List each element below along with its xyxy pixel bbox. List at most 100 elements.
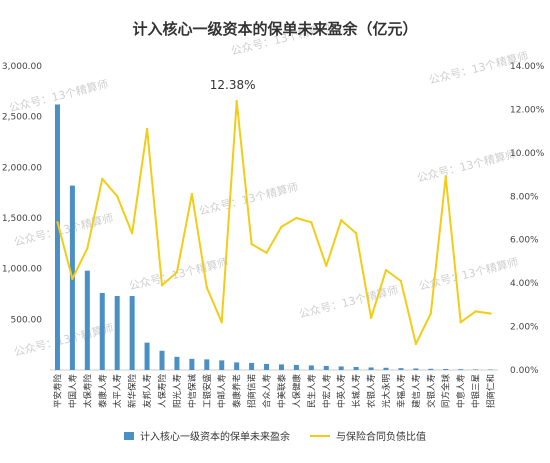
- category-label: 光大永明: [381, 374, 392, 408]
- watermark-text: 公众号：13个精算师: [12, 321, 114, 359]
- line-point-29: [474, 310, 477, 313]
- watermark-text: 公众号：13个精算师: [415, 147, 517, 185]
- left-tick-label: 2,500.00: [2, 113, 42, 123]
- bar-22: [368, 367, 374, 370]
- line-point-30: [489, 312, 492, 315]
- bar-19: [323, 365, 329, 370]
- category-label: 太保寿险: [82, 374, 93, 409]
- bar-5: [114, 296, 120, 370]
- line-point-4: [101, 177, 104, 181]
- x-axis: 平安寿险 中国人寿 太保寿险 泰康人寿 太平人寿 新华保险 友邦人寿 人保寿险 阳光人寿 中信保诚…: [50, 369, 498, 409]
- line-point-24: [399, 279, 403, 283]
- bar-24: [398, 368, 404, 370]
- category-label: 长城人寿: [351, 374, 362, 409]
- category-label: 中信保诚: [187, 374, 198, 409]
- line-point-22: [369, 316, 373, 320]
- peak-annotation: 12.38%: [210, 78, 256, 92]
- left-tick-label: 1,500.00: [2, 214, 42, 224]
- watermark-text: 公众号：13个精算师: [297, 283, 399, 321]
- category-label: 农银人寿: [366, 374, 377, 409]
- line-point-5: [116, 195, 119, 198]
- line-point-18: [310, 221, 313, 224]
- bar-20: [338, 366, 344, 370]
- line-point-20: [340, 218, 343, 222]
- bar-16: [278, 364, 284, 370]
- line-point-3: [86, 247, 89, 250]
- category-label: 平安寿险: [52, 374, 63, 409]
- right-y-axis: 0.00% 2.00% 4.00% 6.00% 8.00% 10.00% 12.00% 14.…: [510, 62, 545, 376]
- right-tick-label: 4.00%: [510, 279, 539, 289]
- left-y-axis: 500.00 1,000.00 1,500.00 2,000.00 2,500.00 3,…: [2, 62, 42, 325]
- line-point-11: [205, 286, 208, 289]
- category-label: 同方全球: [441, 374, 452, 409]
- line-point-16: [280, 225, 283, 228]
- category-label: 合众人寿: [262, 374, 273, 409]
- category-label: 泰康人寿: [97, 374, 108, 409]
- bar-26: [428, 368, 434, 370]
- line-point-8: [160, 284, 164, 287]
- legend-bar-swatch: [124, 432, 134, 440]
- line-point-27: [444, 175, 447, 178]
- line-point-13: [235, 99, 238, 103]
- bar-6: [129, 296, 135, 370]
- right-tick-label: 2.00%: [510, 323, 539, 333]
- category-label: 人保寿险: [157, 374, 168, 409]
- category-label: 民生人寿: [306, 374, 317, 409]
- bar-18: [308, 365, 314, 370]
- bar-12: [219, 360, 225, 370]
- line-point-28: [459, 321, 462, 324]
- line-point-14: [250, 242, 253, 246]
- category-label: 中银三星: [471, 374, 482, 408]
- line-point-19: [325, 264, 328, 267]
- bar-15: [264, 363, 270, 370]
- right-tick-label: 6.00%: [510, 236, 539, 246]
- bar-21: [353, 366, 359, 370]
- bar-11: [204, 359, 210, 370]
- left-tick-label: 3,000.00: [2, 62, 42, 72]
- category-label: 招商信诺: [247, 374, 258, 409]
- line-point-2: [71, 277, 74, 280]
- category-label: 中美联泰: [276, 374, 287, 409]
- category-label: 工银安盛: [202, 374, 213, 409]
- bar-10: [189, 358, 195, 370]
- bar-14: [249, 362, 255, 370]
- category-label: 中宏人寿: [321, 374, 332, 409]
- bar-13: [234, 362, 240, 370]
- line-point-6: [130, 232, 134, 235]
- category-label: 太平人寿: [112, 374, 123, 409]
- line-point-21: [354, 232, 358, 235]
- right-tick-label: 10.00%: [510, 149, 545, 159]
- bar-30: [488, 369, 494, 370]
- category-label: 中英人寿: [336, 374, 347, 409]
- bar-1: [54, 104, 60, 371]
- chart-title: 计入核心一级资本的保单未来盈余（亿元）: [132, 20, 417, 38]
- category-label: 新华保险: [127, 374, 138, 409]
- bar-3: [84, 270, 90, 370]
- line-point-7: [145, 127, 149, 131]
- category-label: 泰康养老: [232, 374, 243, 409]
- ratio-line: [56, 100, 491, 345]
- line-point-1: [56, 221, 59, 224]
- legend-line-label: 与保险合同负债比值: [336, 430, 426, 443]
- line-point-12: [220, 321, 223, 324]
- bar-27: [443, 368, 449, 370]
- bar-series: [54, 104, 494, 371]
- right-tick-label: 12.00%: [510, 105, 545, 115]
- bar-28: [458, 369, 464, 370]
- annotations: 12.38%: [210, 78, 256, 92]
- bar-29: [473, 369, 479, 370]
- category-label: 阳光人寿: [172, 374, 183, 409]
- right-tick-label: 14.00%: [510, 62, 545, 72]
- left-tick-label: 1,000.00: [2, 265, 42, 275]
- bar-23: [383, 367, 389, 370]
- line-series: [56, 99, 492, 346]
- left-tick-label: 500.00: [11, 315, 43, 325]
- line-point-17: [295, 216, 298, 220]
- legend-bar-label: 计入核心一级资本的保单未来盈余: [140, 430, 290, 443]
- bar-9: [174, 356, 180, 370]
- bar-7: [144, 342, 150, 370]
- bar-8: [159, 350, 165, 370]
- category-label: 人保健康: [291, 374, 302, 409]
